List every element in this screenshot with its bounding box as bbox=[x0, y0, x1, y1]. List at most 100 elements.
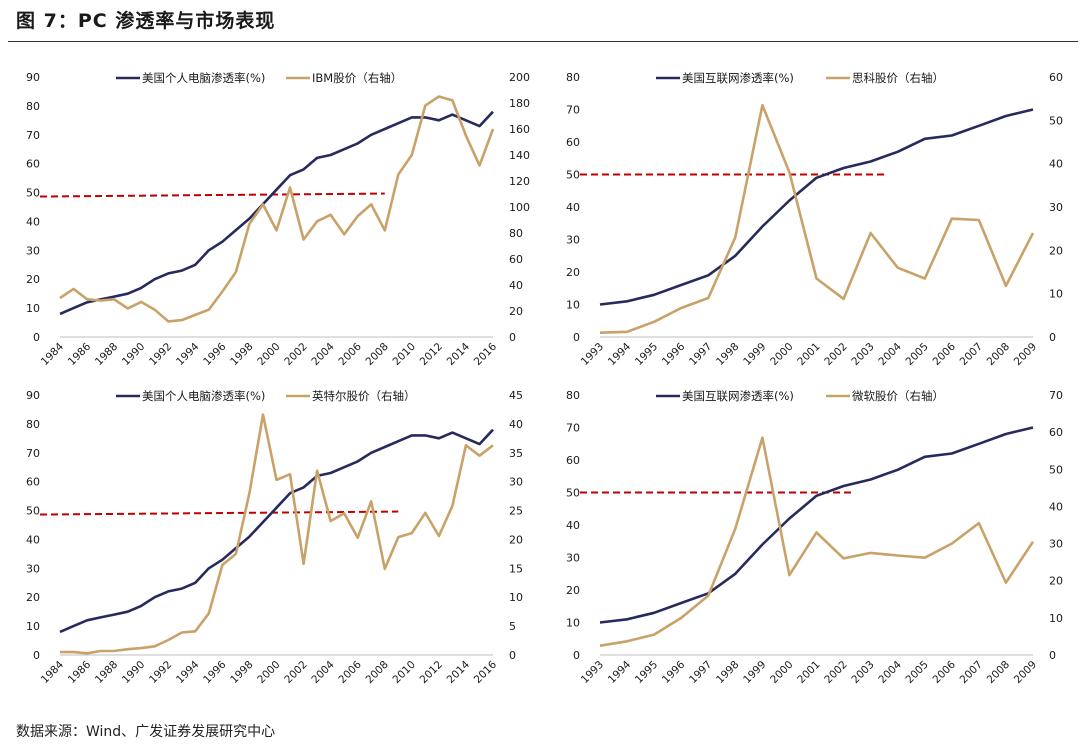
stock-series-line bbox=[59, 95, 495, 323]
y-left-tick-label: 50 bbox=[566, 487, 580, 500]
y-right-tick-label: 0 bbox=[509, 331, 516, 344]
y-left-tick-label: 70 bbox=[566, 104, 580, 117]
y-right-tick-label: 140 bbox=[509, 149, 530, 162]
y-left-tick-label: 20 bbox=[566, 266, 580, 279]
x-tick-label: 1996 bbox=[201, 340, 229, 368]
x-tick-label: 2000 bbox=[768, 341, 795, 368]
y-right-tick-label: 160 bbox=[509, 123, 530, 136]
x-tick-label: 1998 bbox=[228, 659, 255, 686]
x-tick-label: 2012 bbox=[418, 659, 445, 686]
legend-label: 微软股价（右轴） bbox=[852, 389, 944, 403]
y-left-tick-label: 90 bbox=[26, 71, 40, 84]
x-tick-label: 1993 bbox=[579, 659, 606, 686]
y-right-tick-label: 5 bbox=[509, 620, 516, 633]
y-left-tick-label: 20 bbox=[566, 584, 580, 597]
legend-label: 思科股价（右轴） bbox=[852, 71, 944, 85]
y-left-tick-label: 30 bbox=[566, 552, 580, 565]
x-tick-label: 1986 bbox=[66, 340, 94, 368]
x-tick-label: 2008 bbox=[363, 341, 390, 368]
y-left-tick-label: 0 bbox=[33, 331, 40, 344]
y-left-tick-label: 50 bbox=[566, 169, 580, 182]
x-tick-label: 2010 bbox=[391, 659, 418, 686]
x-tick-label: 2001 bbox=[795, 659, 822, 686]
penetration-series-line bbox=[59, 428, 494, 634]
y-left-tick-label: 40 bbox=[26, 215, 40, 228]
x-tick-label: 2014 bbox=[445, 658, 473, 686]
x-tick-label: 1988 bbox=[93, 659, 120, 686]
figure-title: 图 7：PC 渗透率与市场表现 bbox=[16, 10, 276, 32]
stock-series-line bbox=[599, 103, 1035, 334]
x-tick-label: 1992 bbox=[147, 659, 174, 686]
y-right-tick-label: 20 bbox=[509, 305, 523, 318]
y-left-tick-label: 10 bbox=[26, 620, 40, 633]
y-left-tick-label: 20 bbox=[26, 591, 40, 604]
x-tick-label: 2008 bbox=[363, 659, 390, 686]
y-right-tick-label: 40 bbox=[1049, 500, 1063, 513]
x-tick-label: 2016 bbox=[472, 658, 500, 686]
x-tick-label: 1994 bbox=[174, 658, 202, 686]
x-tick-label: 2006 bbox=[931, 658, 959, 686]
y-left-tick-label: 60 bbox=[566, 136, 580, 149]
threshold-line bbox=[39, 192, 385, 198]
stock-series-line bbox=[599, 436, 1035, 647]
x-tick-label: 2000 bbox=[255, 659, 282, 686]
x-tick-label: 2010 bbox=[391, 341, 418, 368]
chart-pc-intel: 0 10 20 30 40 50 60 70 80 90 0 5 10 15 20 25 30 35 40 45 198… bbox=[26, 389, 523, 686]
y-left-tick-label: 30 bbox=[26, 562, 40, 575]
y-right-tick-label: 120 bbox=[509, 175, 530, 188]
x-tick-label: 1995 bbox=[633, 341, 660, 368]
y-right-tick-label: 20 bbox=[1049, 575, 1063, 588]
threshold-line bbox=[39, 510, 399, 516]
x-tick-label: 1984 bbox=[39, 658, 67, 686]
legend-label: 美国互联网渗透率(%) bbox=[682, 71, 794, 85]
y-right-tick-label: 30 bbox=[1049, 201, 1063, 214]
x-tick-label: 1998 bbox=[714, 341, 741, 368]
legend-label: IBM股价（右轴） bbox=[312, 71, 402, 85]
y-right-tick-label: 30 bbox=[1049, 538, 1063, 551]
x-tick-label: 1999 bbox=[741, 341, 768, 368]
x-tick-label: 2003 bbox=[849, 341, 876, 368]
y-right-tick-label: 60 bbox=[509, 253, 523, 266]
legend-label: 美国互联网渗透率(%) bbox=[682, 389, 794, 403]
y-right-tick-label: 10 bbox=[509, 591, 523, 604]
x-tick-label: 2006 bbox=[336, 658, 364, 686]
y-left-tick-label: 90 bbox=[26, 389, 40, 402]
x-tick-label: 2008 bbox=[985, 659, 1012, 686]
x-tick-label: 1994 bbox=[606, 340, 634, 368]
y-right-tick-label: 20 bbox=[1049, 244, 1063, 257]
y-left-tick-label: 40 bbox=[566, 519, 580, 532]
x-tick-label: 1992 bbox=[147, 341, 174, 368]
x-tick-label: 1997 bbox=[687, 659, 714, 686]
y-right-tick-label: 60 bbox=[1049, 71, 1063, 84]
x-tick-label: 2001 bbox=[795, 341, 822, 368]
x-tick-label: 1998 bbox=[228, 341, 255, 368]
legend-label: 美国个人电脑渗透率(%) bbox=[142, 389, 265, 403]
x-tick-label: 2016 bbox=[472, 340, 500, 368]
y-left-tick-label: 10 bbox=[566, 617, 580, 630]
x-tick-label: 1996 bbox=[201, 658, 229, 686]
penetration-series-line bbox=[599, 108, 1034, 306]
x-tick-label: 1996 bbox=[660, 658, 688, 686]
y-right-tick-label: 0 bbox=[509, 649, 516, 662]
x-tick-label: 2003 bbox=[849, 659, 876, 686]
y-right-tick-label: 35 bbox=[509, 447, 523, 460]
y-left-tick-label: 10 bbox=[26, 302, 40, 315]
legend-label: 英特尔股价（右轴） bbox=[312, 389, 416, 403]
y-left-tick-label: 20 bbox=[26, 273, 40, 286]
y-left-tick-label: 0 bbox=[573, 331, 580, 344]
y-right-tick-label: 40 bbox=[509, 418, 523, 431]
x-tick-label: 1990 bbox=[120, 659, 147, 686]
x-tick-label: 2007 bbox=[958, 341, 985, 368]
y-left-tick-label: 80 bbox=[26, 418, 40, 431]
y-right-tick-label: 180 bbox=[509, 97, 530, 110]
x-tick-label: 1998 bbox=[714, 659, 741, 686]
x-tick-label: 2004 bbox=[309, 340, 337, 368]
x-tick-label: 1995 bbox=[633, 659, 660, 686]
x-tick-label: 1988 bbox=[93, 341, 120, 368]
y-left-tick-label: 60 bbox=[26, 476, 40, 489]
x-tick-label: 2004 bbox=[876, 340, 904, 368]
x-tick-label: 2009 bbox=[1012, 659, 1039, 686]
y-left-tick-label: 10 bbox=[566, 299, 580, 312]
x-tick-label: 2002 bbox=[822, 659, 849, 686]
